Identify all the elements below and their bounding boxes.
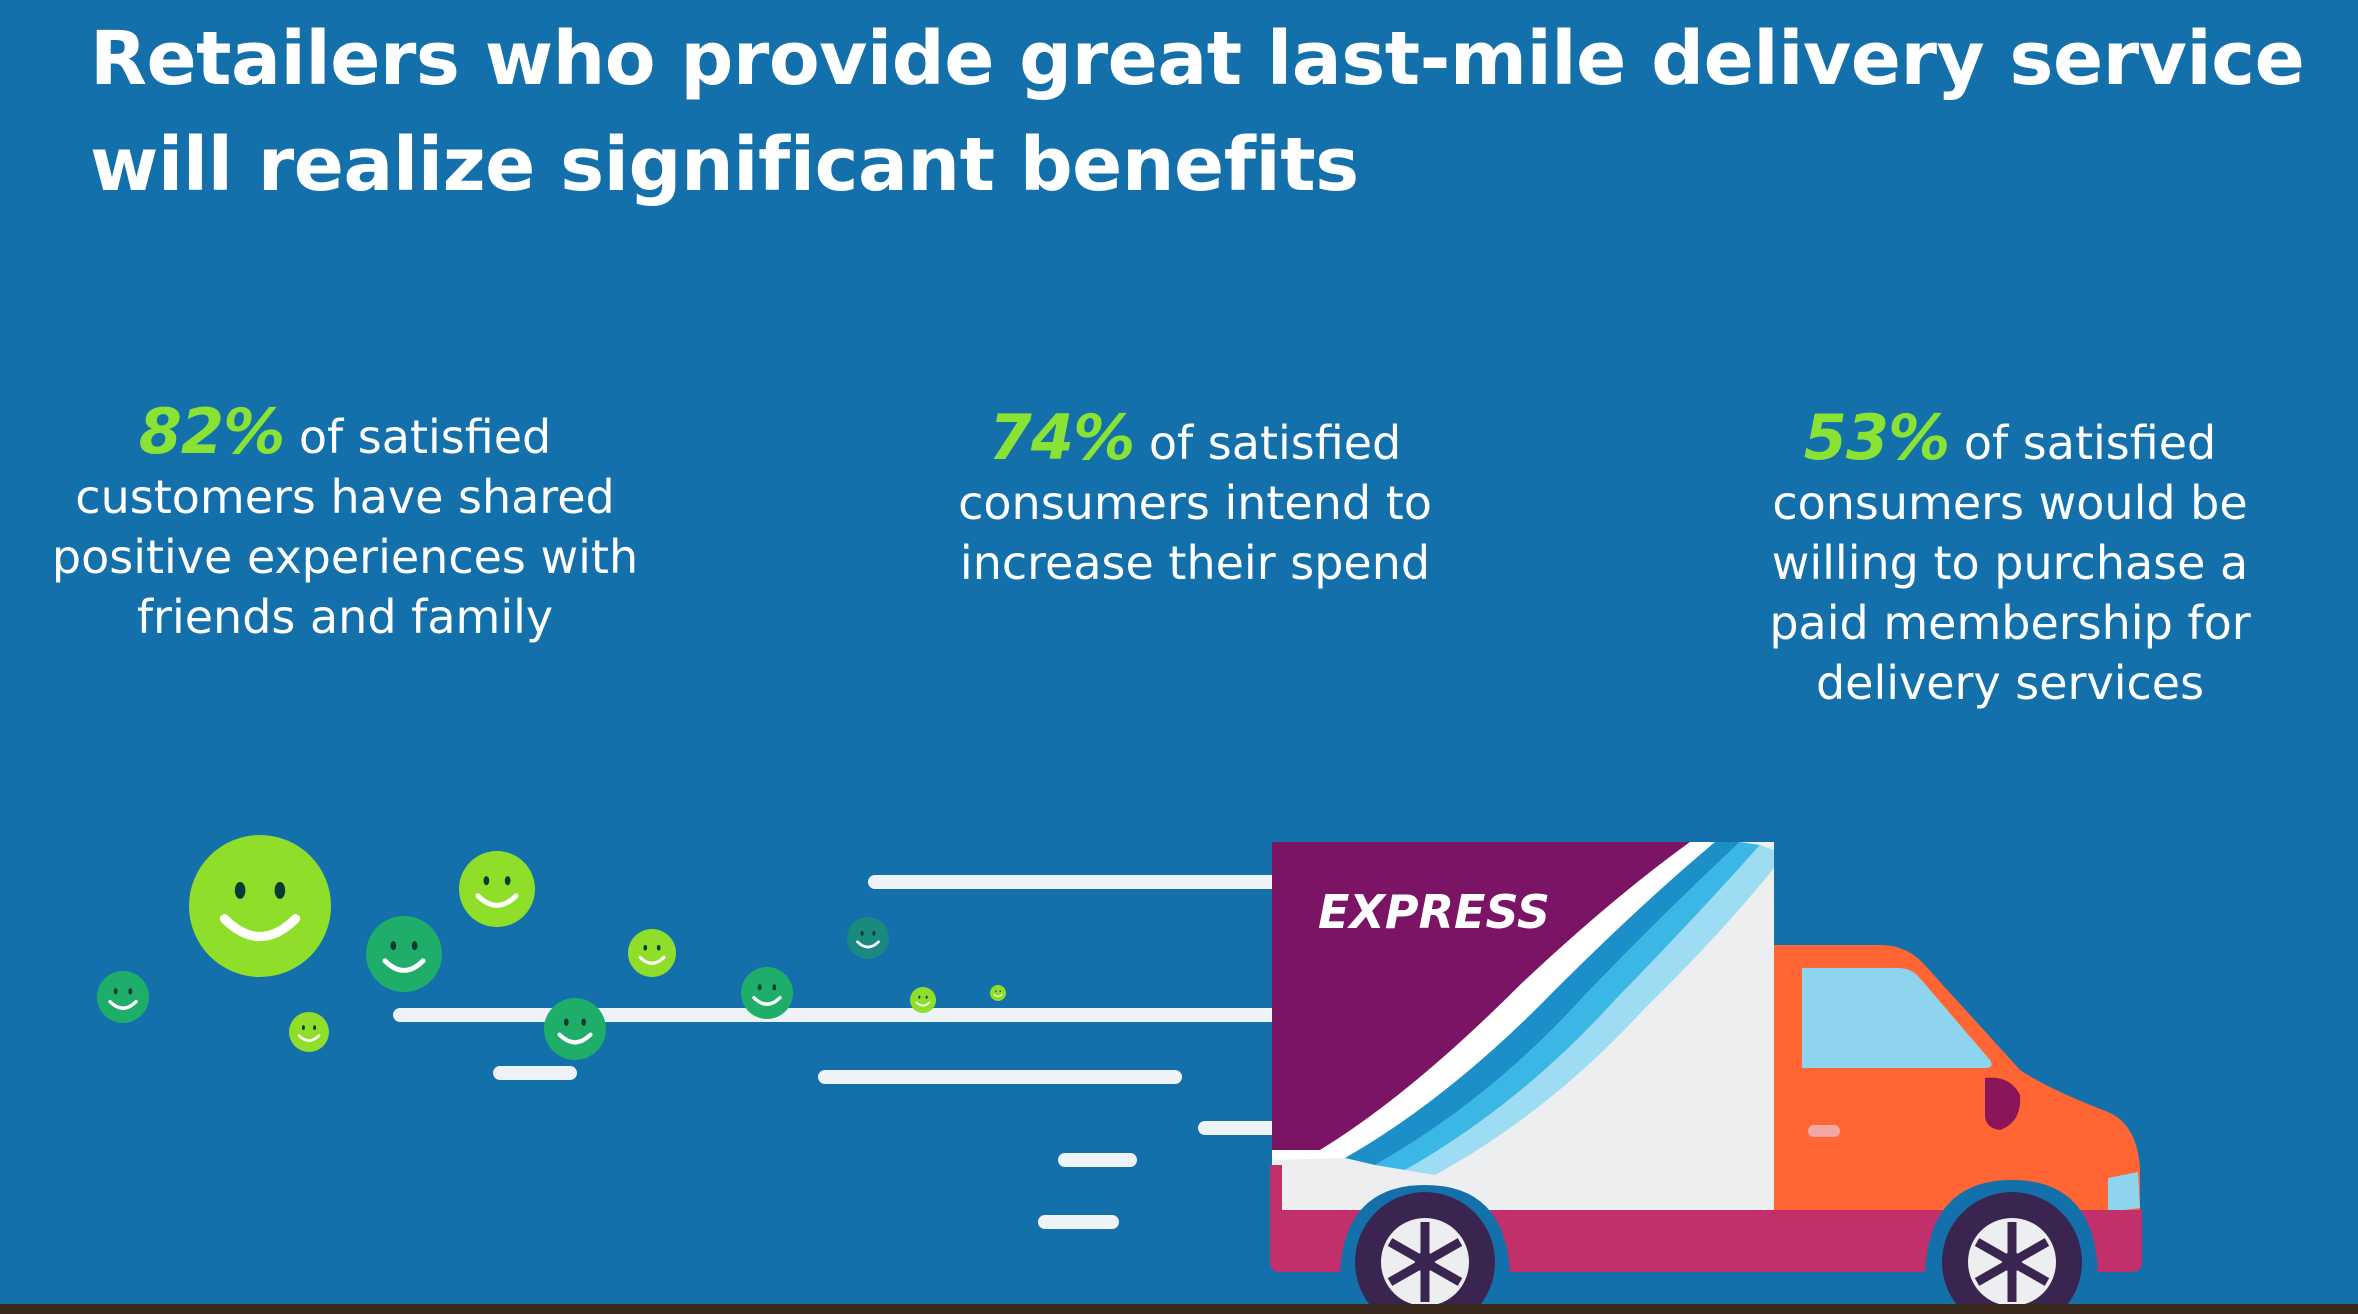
- smiley-icon: [287, 1010, 331, 1054]
- stat-consumers-membership: 53% of satisfied consumers would be will…: [1720, 407, 2300, 713]
- smiley-icon: [626, 927, 678, 979]
- smiley-icon: [989, 984, 1007, 1002]
- smiley-icon: [189, 835, 331, 977]
- stat-percent: 82%: [138, 395, 285, 468]
- smiley-icon: [739, 965, 795, 1021]
- stat-customers-shared: 82% of satisfied customers have shared p…: [40, 401, 650, 647]
- stat-text: of satisfied consumers intend to increas…: [958, 416, 1432, 590]
- delivery-truck-icon: EXPRESS: [1270, 842, 2142, 1314]
- smiley-icon: [459, 851, 535, 927]
- stat-text: of satisfied customers have shared posit…: [51, 410, 639, 644]
- truck-label: EXPRESS: [1318, 885, 1550, 939]
- smiley-icon: [845, 915, 891, 961]
- page-title: Retailers who provide great last-mile de…: [90, 16, 2305, 208]
- speed-lines: [393, 875, 1282, 1229]
- stat-text: of satisfied consumers would be willing …: [1769, 416, 2251, 710]
- stat-consumers-spend: 74% of satisfied consumers intend to inc…: [900, 407, 1490, 593]
- smiley-icon: [95, 969, 151, 1025]
- smiley-icon: [366, 916, 442, 992]
- smiley-icon: [909, 986, 937, 1014]
- wheel-icon: [1942, 1192, 2082, 1314]
- stat-percent: 74%: [988, 401, 1135, 474]
- stat-percent: 53%: [1803, 401, 1950, 474]
- wheel-icon: [1355, 1192, 1495, 1314]
- floor-strip: [0, 1304, 2358, 1314]
- smileys: [95, 835, 1007, 1060]
- smiley-icon: [544, 998, 606, 1060]
